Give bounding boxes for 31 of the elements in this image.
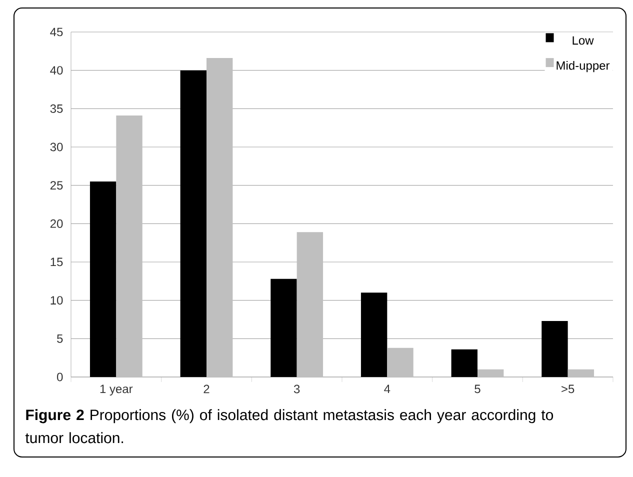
text: Figure 2 Proportions (%) of isolated distant metastasis each year according to tumor location. (25, 409, 554, 444)
legend-label: Low (572, 36, 594, 45)
y-tick-label: 15 (50, 258, 63, 266)
bar (296, 232, 324, 377)
y-tick-label: 10 (50, 296, 63, 305)
y-tick-label: 35 (50, 104, 63, 113)
x-tick-label: >5 (562, 384, 574, 394)
bar (542, 321, 568, 377)
y-tick-label: 5 (57, 334, 63, 343)
bar (387, 348, 414, 377)
bar (568, 369, 594, 377)
y-tick-label: 40 (50, 66, 63, 75)
y-tick-label: 20 (50, 219, 63, 228)
bar (180, 70, 207, 377)
y-tick-label: 30 (50, 142, 63, 152)
x-tick-label: 5 (474, 384, 480, 394)
bar (116, 116, 142, 377)
bar (451, 349, 478, 377)
bar (90, 181, 116, 377)
x-tick-label: 2 (204, 384, 210, 394)
legend-label: Mid-upper (556, 60, 610, 72)
bar (206, 58, 233, 377)
bar (477, 369, 504, 377)
x-tick-label: 4 (384, 384, 390, 394)
y-tick-label: 0 (57, 372, 63, 382)
x-tick-label: 1 year (100, 384, 133, 396)
bar (270, 278, 297, 377)
x-tick-label: 3 (294, 384, 300, 394)
y-tick-label: 25 (50, 181, 63, 190)
y-tick-label: 45 (50, 28, 63, 36)
bar (360, 292, 388, 377)
